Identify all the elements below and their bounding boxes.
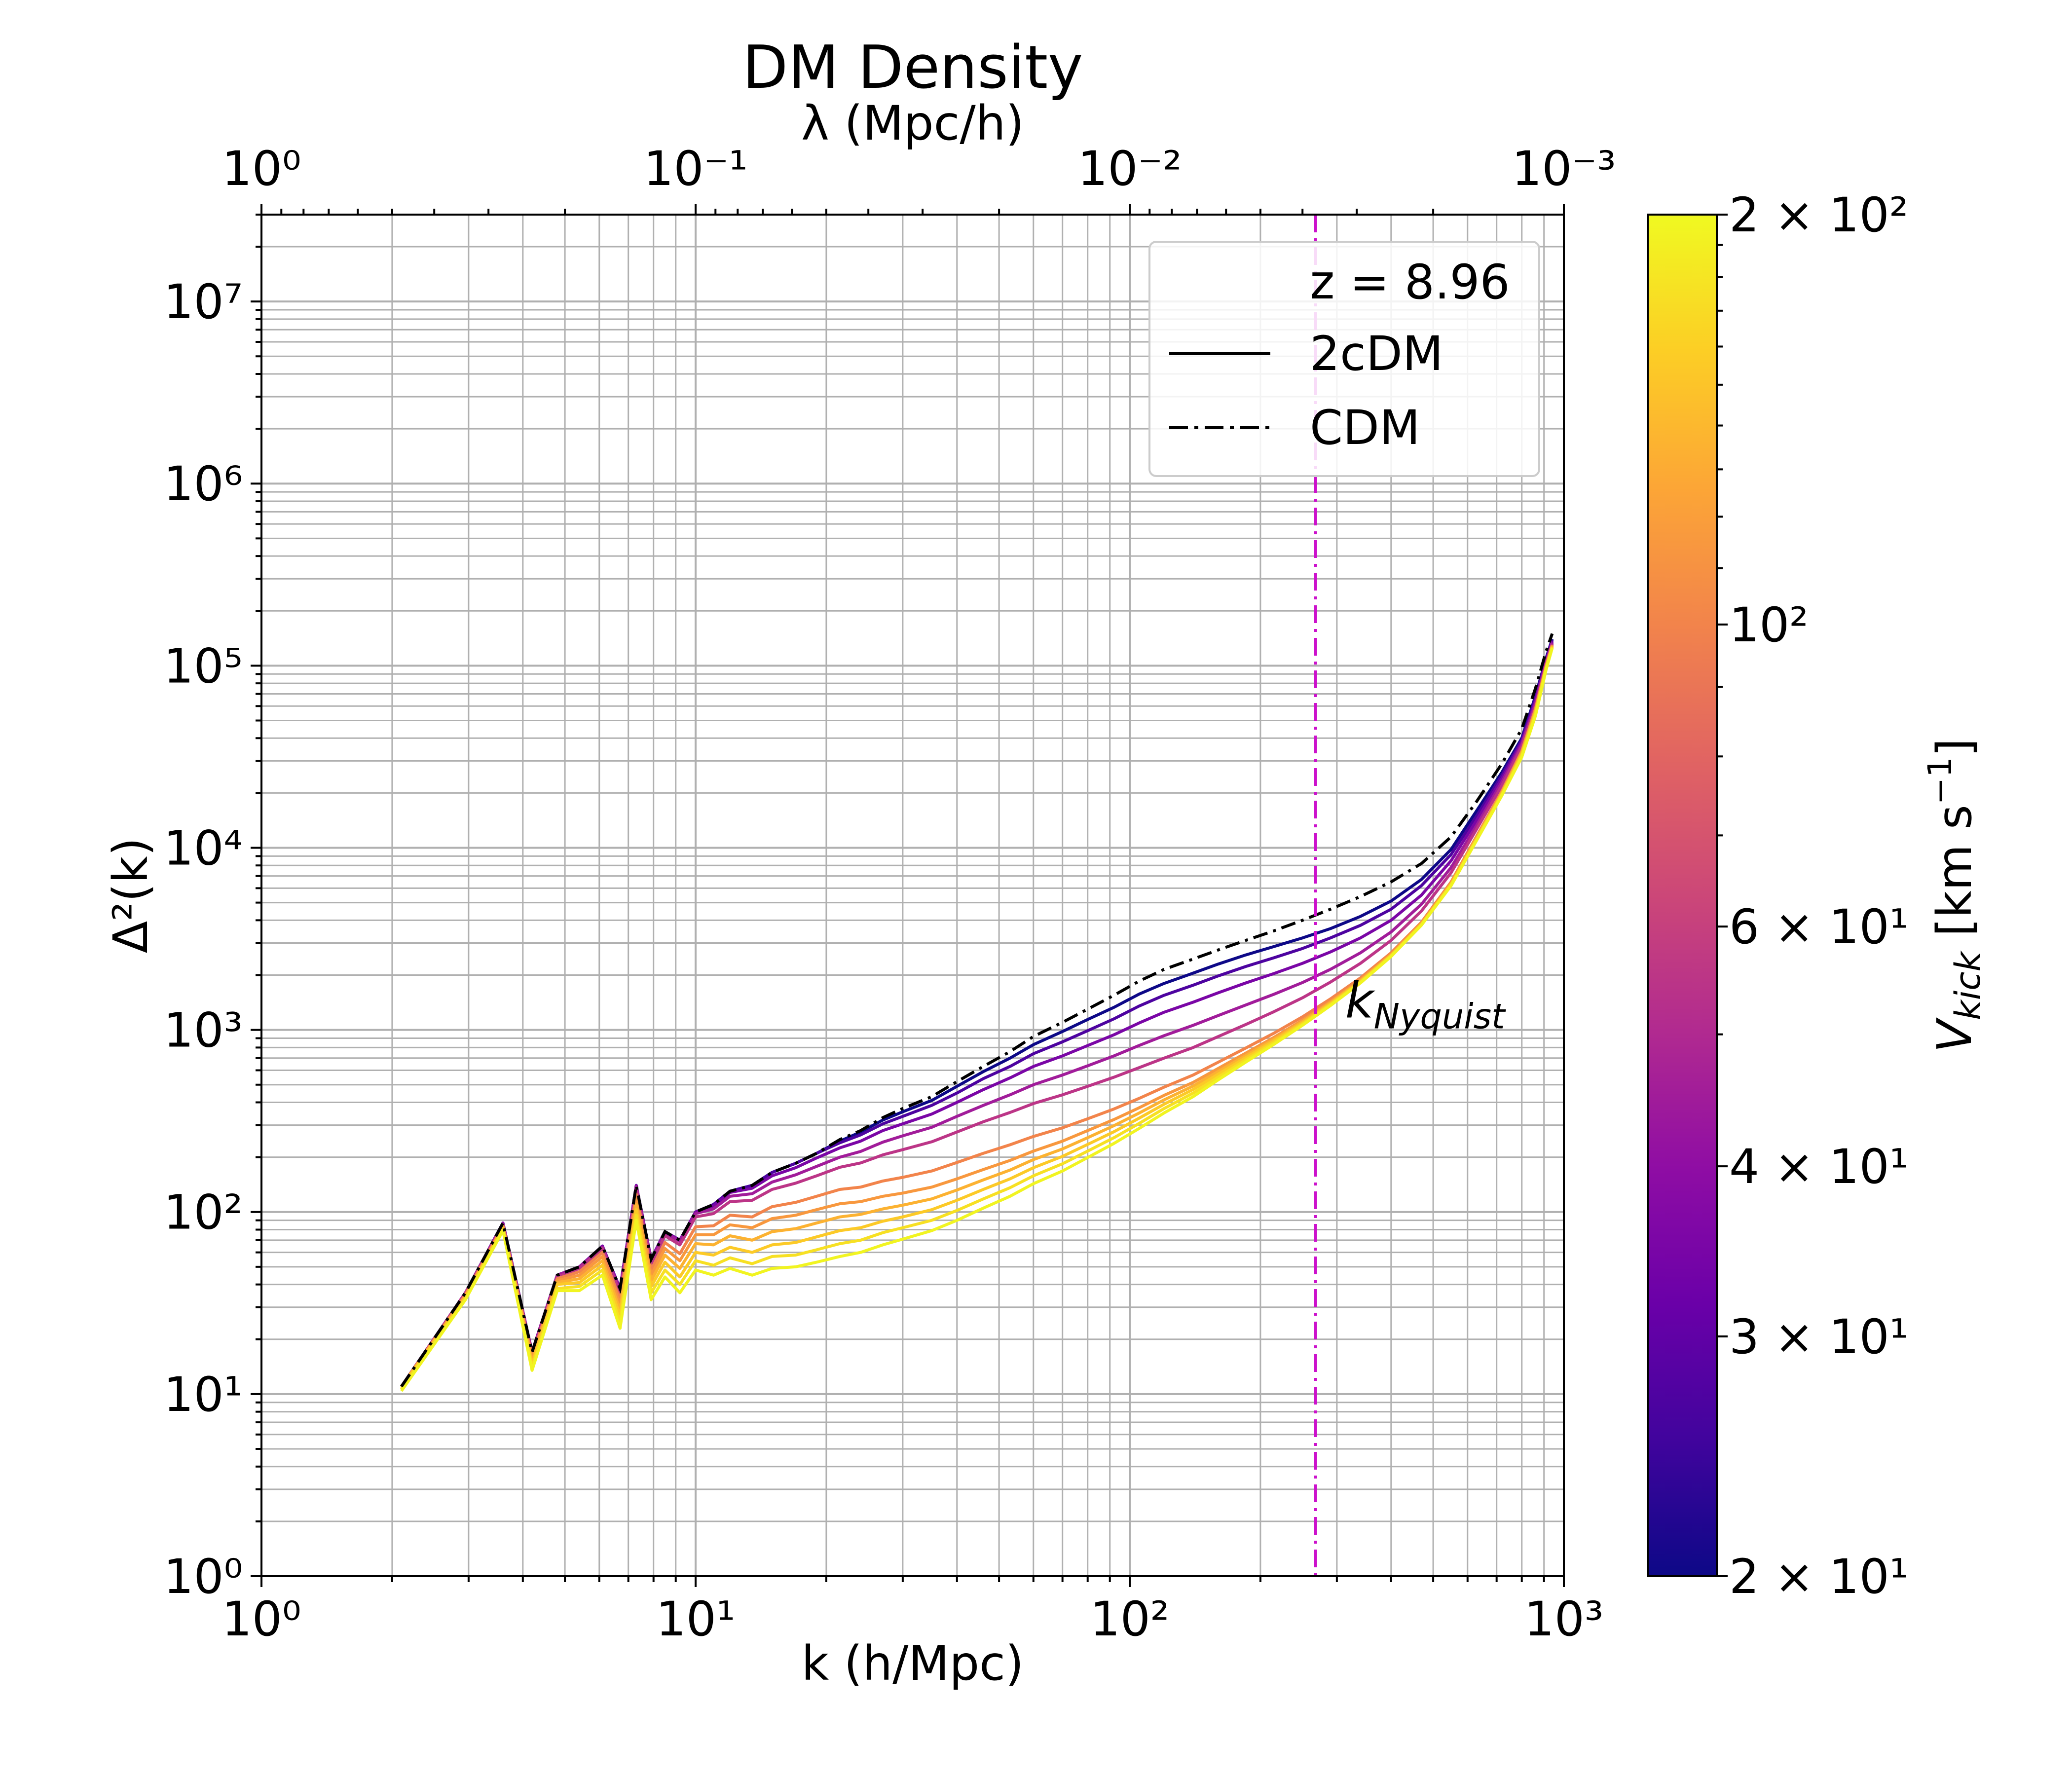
colorbar-label-units: [km s <box>1927 805 1982 952</box>
y-tick-label: 10⁶ <box>163 456 243 512</box>
x-tick-label: 10² <box>1090 1591 1170 1647</box>
x-tick-label: 10¹ <box>656 1591 736 1647</box>
top-tick-label: 10⁻¹ <box>643 141 747 196</box>
y-tick-label: 10⁴ <box>163 820 243 876</box>
y-axis-label-text: Δ²(k) <box>103 838 158 954</box>
plot-frame <box>260 214 1565 1577</box>
nyquist-marker: kNyquist <box>1314 215 1506 1576</box>
colorbar-tick-label: 3 × 10¹ <box>1729 1309 1908 1365</box>
series-group <box>400 633 1554 1392</box>
colorbar: 2 × 10¹ 3 × 10¹ 4 × 10¹ 6 × 10¹ 10² 2 × 10² V… <box>1647 187 1988 1604</box>
nyquist-label-k: k <box>1345 972 1376 1030</box>
x-axis-label: k (h/Mpc) <box>802 1636 1024 1691</box>
legend-label-2cdm: 2cDM <box>1310 326 1443 381</box>
colorbar-tick-label: 10² <box>1729 597 1809 653</box>
y-tick-label: 10¹ <box>163 1367 243 1422</box>
y-tick-label: 10⁰ <box>163 1549 243 1604</box>
x-tick-label: 10⁰ <box>222 1591 301 1647</box>
colorbar-tick-label: 2 × 10² <box>1729 187 1908 243</box>
colorbar-gradient <box>1647 214 1718 1577</box>
chart-title: DM Density <box>742 34 1083 102</box>
top-tick-label: 10⁻³ <box>1512 141 1616 196</box>
x-axis: 10⁰ 10¹ 10² 10³ <box>222 1576 1604 1647</box>
colorbar-label-units-sup: −1 <box>1921 757 1959 805</box>
colorbar-label-symbol: V <box>1927 1017 1982 1053</box>
colorbar-label: Vkick [km s−1] <box>1921 738 1988 1052</box>
legend-box <box>1148 241 1540 477</box>
colorbar-ticks: 2 × 10¹ 3 × 10¹ 4 × 10¹ 6 × 10¹ 10² 2 × 10² <box>1717 187 1908 1604</box>
colorbar-label-units-end: ] <box>1927 738 1982 756</box>
y-tick-label: 10³ <box>163 1003 243 1058</box>
colorbar-tick-label: 4 × 10¹ <box>1729 1139 1908 1194</box>
y-axis: 10⁰ 10¹ 10² 10³ 10⁴ 10⁵ 10⁶ 10⁷ <box>163 214 261 1604</box>
cdm-line <box>400 633 1554 1388</box>
legend-label-cdm: CDM <box>1310 400 1420 455</box>
grid <box>261 215 1564 1576</box>
nyquist-label: kNyquist <box>1345 972 1506 1037</box>
y-axis-label: Δ²(k) <box>103 838 158 954</box>
x-tick-label: 10³ <box>1524 1591 1604 1647</box>
nyquist-label-sub: Nyquist <box>1374 997 1507 1037</box>
legend: z = 8.96 2cDM CDM <box>1148 241 1540 477</box>
series-line <box>400 642 1554 1388</box>
top-tick-label: 10⁻² <box>1077 141 1182 196</box>
y-tick-label: 10⁷ <box>163 274 243 330</box>
colorbar-tick-label: 6 × 10¹ <box>1729 899 1908 955</box>
colorbar-label-subscript: kick <box>1948 950 1988 1020</box>
legend-title: z = 8.96 <box>1310 255 1510 310</box>
y-tick-label: 10⁵ <box>163 638 243 694</box>
y-tick-label: 10² <box>163 1185 243 1240</box>
series-line <box>400 647 1554 1392</box>
colorbar-tick-label: 2 × 10¹ <box>1729 1549 1908 1604</box>
top-axis-label: λ (Mpc/h) <box>801 96 1024 151</box>
top-tick-label: 10⁰ <box>222 141 301 196</box>
top-axis: 10⁰ 10⁻¹ 10⁻² 10⁻³ <box>222 141 1616 215</box>
